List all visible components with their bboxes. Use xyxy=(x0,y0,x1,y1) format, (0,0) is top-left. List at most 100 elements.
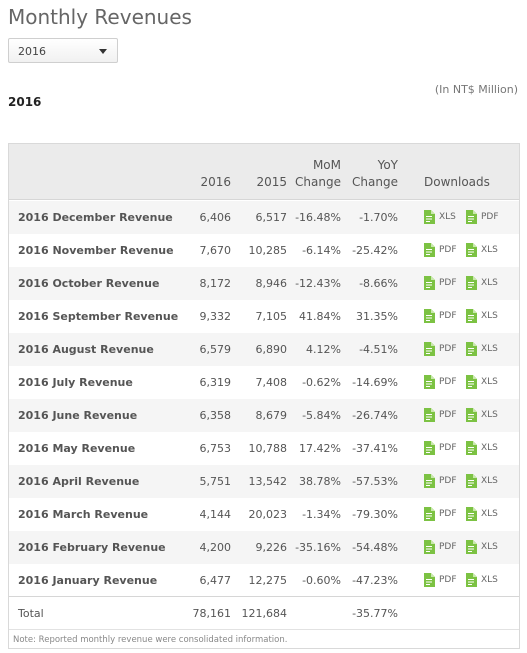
download-link-1[interactable]: PDF xyxy=(424,473,457,489)
download-label: XLS xyxy=(481,476,498,486)
file-document-icon xyxy=(466,243,477,257)
row-label: 2016 November Revenue xyxy=(18,244,174,257)
file-document-icon xyxy=(424,507,435,521)
year-select[interactable]: 2016 xyxy=(8,38,118,63)
download-link-1[interactable]: PDF xyxy=(424,440,457,456)
download-link-2[interactable]: XLS xyxy=(466,275,498,291)
download-link-2[interactable]: XLS xyxy=(466,572,498,588)
header-2016: 2016 xyxy=(200,175,231,189)
download-link-2[interactable]: XLS xyxy=(466,440,498,456)
header-mom-line2: Change xyxy=(295,175,341,189)
download-label: PDF xyxy=(439,476,457,486)
file-document-icon xyxy=(466,441,477,455)
table-row: 2016 January Revenue 6,477 12,275 -0.60% -47… xyxy=(9,564,519,597)
total-mom xyxy=(285,597,341,630)
download-link-1[interactable]: PDF xyxy=(424,242,457,258)
value-2016: 6,477 xyxy=(199,574,232,587)
download-link-1[interactable]: PDF xyxy=(424,275,457,291)
value-mom: -16.48% xyxy=(295,211,341,224)
row-label: 2016 April Revenue xyxy=(18,475,140,488)
file-document-icon xyxy=(466,573,477,587)
download-link-1[interactable]: XLS xyxy=(424,209,456,225)
value-2016: 6,406 xyxy=(199,211,232,224)
file-document-icon xyxy=(424,276,435,290)
value-2015: 8,946 xyxy=(255,277,288,290)
file-document-icon xyxy=(424,540,435,554)
value-2015: 6,890 xyxy=(255,343,288,356)
file-document-icon xyxy=(466,474,477,488)
table-row: 2016 May Revenue 6,753 10,788 17.42% -37.41%… xyxy=(9,432,519,465)
row-label: 2016 December Revenue xyxy=(18,211,173,224)
download-link-1[interactable]: PDF xyxy=(424,539,457,555)
download-link-2[interactable]: XLS xyxy=(466,473,498,489)
value-2015: 7,105 xyxy=(255,310,288,323)
value-2015: 10,285 xyxy=(248,244,288,257)
download-link-1[interactable]: PDF xyxy=(424,308,457,324)
value-2016: 4,144 xyxy=(199,508,232,521)
download-label: PDF xyxy=(439,344,457,354)
header-mom-line1: MoM xyxy=(312,158,341,172)
row-label: 2016 May Revenue xyxy=(18,442,136,455)
file-document-icon xyxy=(466,408,477,422)
unit-note: (In NT$ Million) xyxy=(434,83,518,96)
chevron-down-icon xyxy=(99,49,107,54)
value-mom: -5.84% xyxy=(302,409,341,422)
value-yoy: -47.23% xyxy=(352,574,398,587)
file-document-icon xyxy=(466,342,477,356)
page-title: Monthly Revenues xyxy=(8,5,192,29)
download-label: XLS xyxy=(481,377,498,387)
total-label: Total xyxy=(18,607,44,620)
download-link-2[interactable]: XLS xyxy=(466,242,498,258)
download-link-2[interactable]: XLS xyxy=(466,407,498,423)
download-label: XLS xyxy=(481,278,498,288)
value-mom: -6.14% xyxy=(302,244,341,257)
download-link-1[interactable]: PDF xyxy=(424,572,457,588)
value-2016: 4,200 xyxy=(199,541,232,554)
download-link-1[interactable]: PDF xyxy=(424,341,457,357)
download-link-2[interactable]: XLS xyxy=(466,341,498,357)
download-link-1[interactable]: PDF xyxy=(424,407,457,423)
download-link-2[interactable]: XLS xyxy=(466,308,498,324)
value-yoy: -54.48% xyxy=(352,541,398,554)
file-document-icon xyxy=(466,276,477,290)
value-2015: 13,542 xyxy=(248,475,288,488)
value-2015: 6,517 xyxy=(255,211,288,224)
download-label: PDF xyxy=(439,245,457,255)
value-yoy: -79.30% xyxy=(352,508,398,521)
header-2015: 2015 xyxy=(256,175,287,189)
table-row: 2016 December Revenue 6,406 6,517 -16.48% -1… xyxy=(9,201,519,234)
value-2015: 7,408 xyxy=(255,376,288,389)
value-mom: -12.43% xyxy=(295,277,341,290)
value-mom: 17.42% xyxy=(299,442,341,455)
header-downloads: Downloads xyxy=(424,175,490,189)
row-label: 2016 June Revenue xyxy=(18,409,138,422)
table-row: 2016 April Revenue 5,751 13,542 38.78% -57.5… xyxy=(9,465,519,498)
value-yoy: -37.41% xyxy=(352,442,398,455)
download-link-2[interactable]: XLS xyxy=(466,374,498,390)
table-row: 2016 March Revenue 4,144 20,023 -1.34% -79.3… xyxy=(9,498,519,531)
download-link-2[interactable]: XLS xyxy=(466,539,498,555)
download-link-1[interactable]: PDF xyxy=(424,506,457,522)
value-mom: -1.34% xyxy=(302,508,341,521)
download-link-1[interactable]: PDF xyxy=(424,374,457,390)
total-2016: 78,161 xyxy=(192,607,232,620)
file-document-icon xyxy=(424,243,435,257)
file-document-icon xyxy=(424,573,435,587)
header-yoy-line2: Change xyxy=(352,175,398,189)
value-yoy: -1.70% xyxy=(359,211,398,224)
file-document-icon xyxy=(424,342,435,356)
row-label: 2016 February Revenue xyxy=(18,541,166,554)
value-yoy: -14.69% xyxy=(352,376,398,389)
download-link-2[interactable]: XLS xyxy=(466,506,498,522)
row-label: 2016 July Revenue xyxy=(18,376,133,389)
value-yoy: -8.66% xyxy=(359,277,398,290)
table-row: 2016 July Revenue 6,319 7,408 -0.62% -14.69%… xyxy=(9,366,519,399)
year-heading: 2016 xyxy=(8,95,42,109)
download-link-2[interactable]: PDF xyxy=(466,209,499,225)
value-mom: 4.12% xyxy=(306,343,341,356)
download-label: XLS xyxy=(481,542,498,552)
file-document-icon xyxy=(424,309,435,323)
file-document-icon xyxy=(424,408,435,422)
download-label: XLS xyxy=(439,212,456,222)
table-row: 2016 November Revenue 7,670 10,285 -6.14% -2… xyxy=(9,234,519,267)
